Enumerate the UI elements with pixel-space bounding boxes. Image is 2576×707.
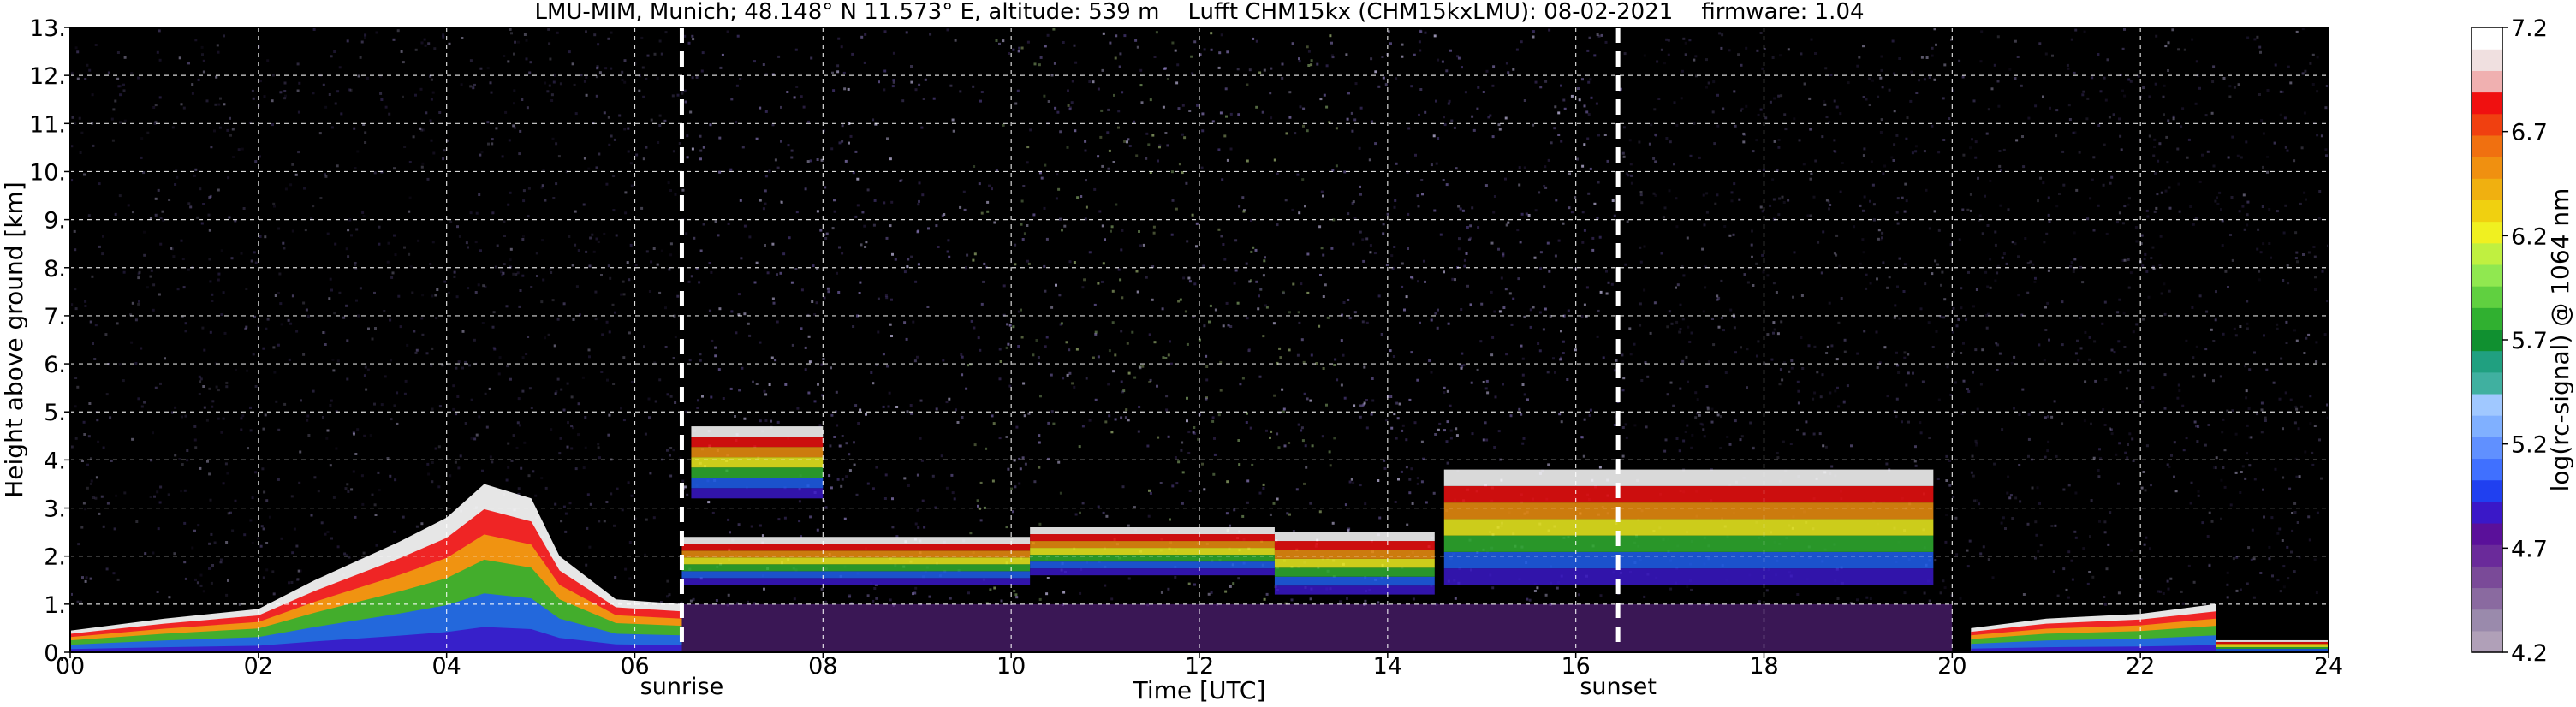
- x-tick-label: 16: [1561, 653, 1590, 680]
- feature-cloud-layer-5: [1443, 469, 1934, 585]
- colorbar-swatch: [2472, 242, 2502, 265]
- colorbar-swatch: [2472, 27, 2502, 50]
- y-tick-label: 7.: [44, 304, 66, 330]
- x-tick-label: 02: [244, 653, 273, 680]
- x-tick-label: 08: [808, 653, 837, 680]
- y-tick-label: 6.: [44, 352, 66, 378]
- y-tick-label: 12.: [29, 63, 66, 90]
- x-axis-ticks: 00 02 04 06 08 10 12 14 16 18 20 22 24: [56, 652, 2343, 680]
- colorbar-swatch: [2472, 92, 2502, 115]
- colorbar: 4.2 4.7 5.2 5.7 6.2 6.7 7.2 log(rc-signal) @ 1…: [2471, 15, 2574, 667]
- colorbar-swatch: [2472, 566, 2502, 589]
- colorbar-swatch: [2472, 393, 2502, 416]
- y-tick-label: 4.: [44, 448, 66, 474]
- x-tick-label: 12: [1185, 653, 1214, 680]
- feature-boundary-layer-6: [1971, 603, 2216, 652]
- colorbar-swatch: [2472, 350, 2502, 373]
- x-tick-label: 04: [431, 653, 461, 680]
- x-axis-label: Time [UTC]: [1133, 676, 1266, 704]
- feature-elevated-layer-2: [691, 426, 824, 499]
- sunrise-label: sunrise: [640, 674, 724, 700]
- y-tick-label: 5.: [44, 400, 66, 426]
- surface-layer: [681, 603, 1953, 652]
- colorbar-swatch: [2472, 371, 2502, 395]
- y-tick-label: 0.: [44, 640, 66, 667]
- y-tick-label: 10.: [29, 159, 66, 186]
- colorbar-swatch: [2472, 286, 2502, 308]
- chart-title: LMU-MIM, Munich; 48.148° N 11.573° E, al…: [534, 0, 1864, 25]
- y-tick-label: 2.: [44, 544, 66, 571]
- colorbar-tick-label: 5.7: [2511, 328, 2548, 354]
- colorbar-ticks: 4.2 4.7 5.2 5.7 6.2 6.7 7.2: [2502, 15, 2548, 667]
- x-tick-label: 20: [1937, 653, 1966, 680]
- x-tick-label: 14: [1373, 653, 1402, 680]
- colorbar-swatch: [2472, 70, 2502, 93]
- colorbar-swatch: [2472, 630, 2502, 653]
- x-tick-label: 06: [620, 653, 649, 680]
- feature-broken-clouds-4: [1274, 532, 1435, 595]
- colorbar-swatch: [2472, 587, 2502, 610]
- y-tick-label: 11.: [29, 111, 66, 138]
- y-tick-label: 9.: [44, 208, 66, 235]
- colorbar-swatch: [2472, 199, 2502, 223]
- colorbar-tick-label: 5.2: [2511, 432, 2548, 459]
- feature-thin-surface-7: [2216, 639, 2329, 652]
- colorbar-swatch: [2472, 49, 2502, 71]
- x-tick-label: 24: [2314, 653, 2343, 680]
- y-tick-label: 8.: [44, 256, 66, 282]
- colorbar-swatch: [2472, 157, 2502, 179]
- feature-boundary-layer-0: [70, 484, 682, 652]
- colorbar-swatch: [2472, 479, 2502, 502]
- x-tick-label: 00: [56, 653, 85, 680]
- colorbar-swatch: [2472, 437, 2502, 460]
- colorbar-tick-label: 7.2: [2511, 15, 2548, 42]
- y-tick-label: 1.: [44, 592, 66, 619]
- colorbar-tick-label: 4.2: [2511, 640, 2548, 667]
- colorbar-swatch: [2472, 264, 2502, 287]
- x-tick-label: 18: [1749, 653, 1778, 680]
- y-axis-ticks: 0. 1. 2. 3. 4. 5. 6. 7. 8. 9. 10. 11. 12. 13.: [29, 15, 70, 667]
- y-axis-label: Height above ground [km]: [0, 181, 28, 498]
- colorbar-swatch: [2472, 134, 2502, 157]
- colorbar-swatch: [2472, 307, 2502, 330]
- x-tick-label: 22: [2126, 653, 2155, 680]
- colorbar-tick-label: 6.7: [2511, 120, 2548, 146]
- y-tick-label: 13.: [29, 15, 66, 42]
- feature-cloud-layer-1: [681, 537, 1031, 585]
- grid-layer: [70, 27, 2329, 652]
- feature-cloud-layer-3: [1030, 527, 1275, 576]
- y-tick-label: 3.: [44, 496, 66, 523]
- annotation-lines: [679, 27, 1621, 652]
- colorbar-swatch: [2472, 329, 2502, 352]
- colorbar-swatch: [2472, 458, 2502, 481]
- colorbar-swatch: [2472, 522, 2502, 545]
- colorbar-swatch: [2472, 178, 2502, 200]
- annotation-labels: sunrise sunset: [640, 674, 1657, 700]
- colorbar-tick-label: 4.7: [2511, 536, 2548, 562]
- colorbar-swatches: [2472, 27, 2502, 653]
- colorbar-swatch: [2472, 113, 2502, 136]
- colorbar-swatch: [2472, 609, 2502, 632]
- plot-area: [69, 27, 2329, 653]
- x-tick-label: 10: [996, 653, 1026, 680]
- colorbar-swatch: [2472, 415, 2502, 437]
- colorbar-swatch: [2472, 221, 2502, 244]
- colorbar-swatch: [2472, 544, 2502, 567]
- colorbar-swatch: [2472, 501, 2502, 524]
- feature-layer: [70, 426, 2329, 652]
- sunset-label: sunset: [1580, 674, 1657, 700]
- colorbar-label: log(rc-signal) @ 1064 nm: [2546, 188, 2574, 492]
- colorbar-tick-label: 6.2: [2511, 223, 2548, 250]
